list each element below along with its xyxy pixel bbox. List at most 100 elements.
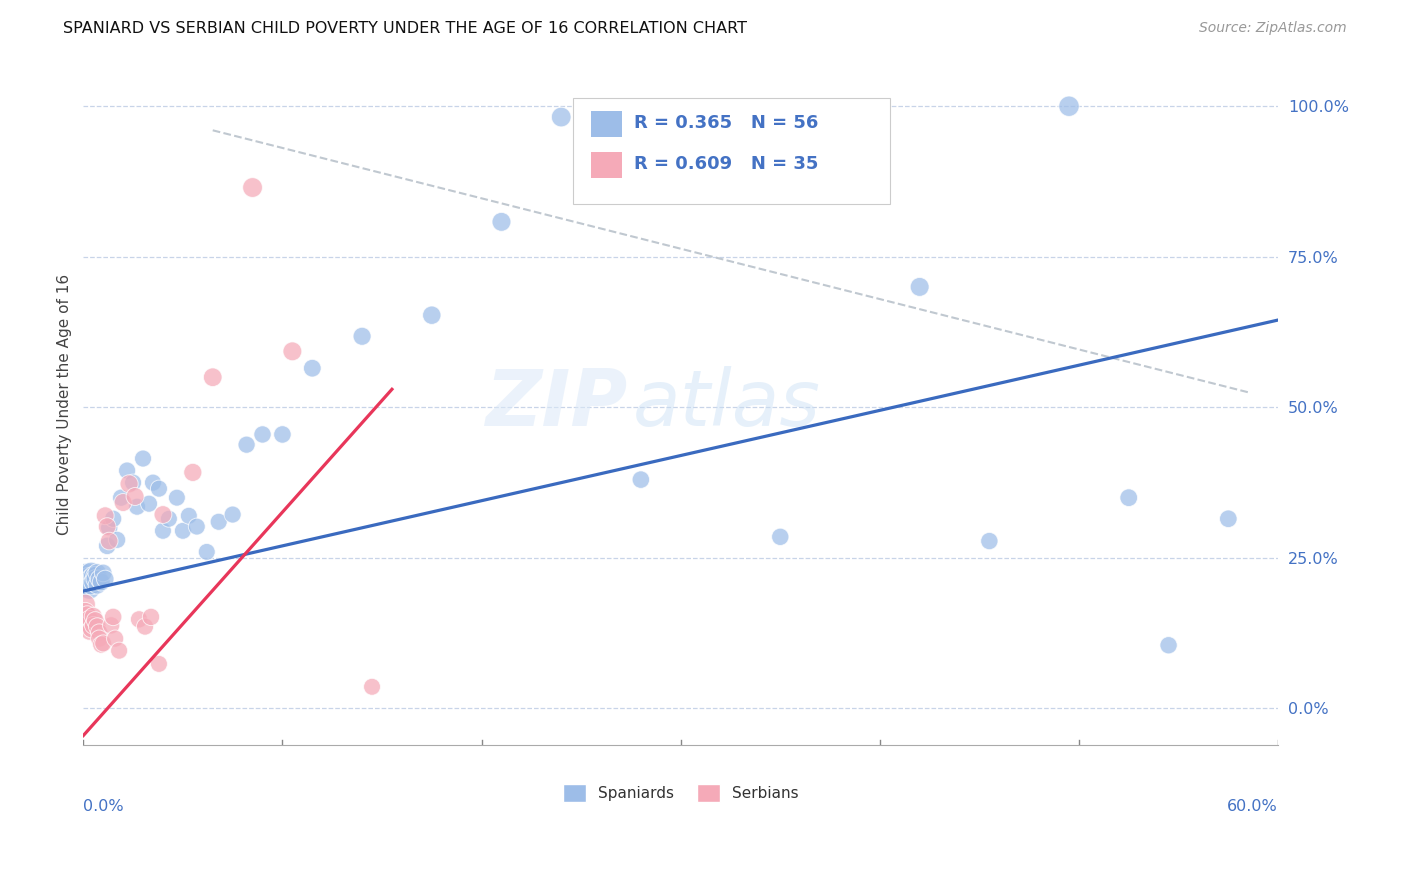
Text: 60.0%: 60.0%	[1227, 799, 1278, 814]
Point	[75, 572, 97, 586]
Point	[75, 574, 97, 589]
Point	[84, 614, 107, 628]
Point	[201, 370, 224, 384]
Text: SPANIARD VS SERBIAN CHILD POVERTY UNDER THE AGE OF 16 CORRELATION CHART: SPANIARD VS SERBIAN CHILD POVERTY UNDER …	[63, 21, 747, 36]
Point	[181, 466, 204, 480]
Text: R = 0.609   N = 35: R = 0.609 N = 35	[634, 155, 818, 173]
Point	[134, 619, 156, 633]
Point	[77, 572, 100, 586]
Point	[84, 569, 107, 583]
Point	[76, 608, 98, 623]
Bar	[591, 152, 621, 178]
Point	[91, 636, 114, 650]
Point	[979, 534, 1001, 549]
Point	[148, 482, 170, 496]
Point	[769, 530, 792, 544]
FancyBboxPatch shape	[574, 98, 890, 203]
Point	[177, 508, 200, 523]
Point	[132, 451, 155, 466]
Point	[94, 572, 117, 586]
Y-axis label: Child Poverty Under the Age of 16: Child Poverty Under the Age of 16	[58, 274, 72, 535]
Point	[361, 680, 384, 694]
Point	[90, 574, 112, 589]
Point	[80, 578, 103, 592]
Point	[908, 280, 931, 294]
Point	[221, 508, 243, 522]
Point	[271, 427, 294, 442]
Point	[118, 476, 141, 491]
Point	[82, 618, 104, 632]
Point	[76, 618, 98, 632]
Point	[630, 473, 652, 487]
Point	[128, 612, 150, 626]
Point	[80, 572, 103, 586]
Point	[166, 491, 188, 505]
Point	[89, 625, 111, 640]
Point	[98, 521, 121, 535]
Text: R = 0.365   N = 56: R = 0.365 N = 56	[634, 114, 818, 132]
Point	[115, 464, 138, 478]
Point	[98, 534, 121, 549]
Point	[76, 569, 98, 583]
Point	[172, 524, 194, 538]
Point	[235, 438, 257, 452]
Point	[112, 495, 135, 509]
Text: atlas: atlas	[633, 367, 821, 442]
Point	[142, 475, 165, 490]
Point	[281, 344, 304, 359]
Point	[104, 632, 127, 646]
Point	[1118, 491, 1140, 505]
Point	[301, 361, 323, 376]
Point	[100, 618, 122, 632]
Point	[80, 566, 103, 580]
Point	[108, 643, 131, 657]
Point	[86, 566, 108, 580]
Point	[82, 609, 104, 624]
Point	[77, 612, 100, 626]
Point	[96, 539, 118, 553]
Point	[152, 524, 174, 538]
Point	[105, 533, 128, 547]
Point	[80, 622, 103, 636]
Text: 0.0%: 0.0%	[83, 799, 124, 814]
Point	[86, 578, 108, 592]
Point	[1218, 512, 1240, 526]
Legend: Spaniards, Serbians: Spaniards, Serbians	[557, 778, 804, 808]
Point	[89, 572, 111, 586]
Point	[491, 215, 513, 229]
Point	[96, 519, 118, 533]
Point	[90, 638, 112, 652]
Point	[84, 572, 107, 586]
Point	[1057, 99, 1080, 113]
Point	[101, 610, 124, 624]
Point	[86, 619, 108, 633]
Point	[242, 180, 264, 194]
Point	[157, 512, 180, 526]
Point	[420, 308, 443, 322]
Point	[148, 657, 170, 671]
Point	[89, 632, 111, 646]
Point	[75, 597, 97, 611]
Point	[1157, 638, 1180, 652]
Text: ZIP: ZIP	[485, 367, 627, 442]
Point	[110, 491, 132, 505]
Point	[252, 427, 274, 442]
Point	[208, 515, 231, 529]
Point	[82, 574, 104, 589]
Point	[94, 508, 117, 523]
Point	[75, 605, 97, 619]
Point	[122, 475, 145, 490]
Text: Source: ZipAtlas.com: Source: ZipAtlas.com	[1199, 21, 1347, 35]
Point	[91, 566, 114, 580]
Point	[76, 578, 98, 592]
Point	[77, 624, 100, 639]
Point	[550, 110, 572, 124]
Point	[195, 545, 218, 559]
Point	[138, 497, 160, 511]
Bar	[591, 111, 621, 136]
Point	[186, 519, 208, 533]
Point	[124, 490, 146, 504]
Point	[125, 500, 148, 514]
Point	[139, 610, 162, 624]
Point	[152, 508, 174, 522]
